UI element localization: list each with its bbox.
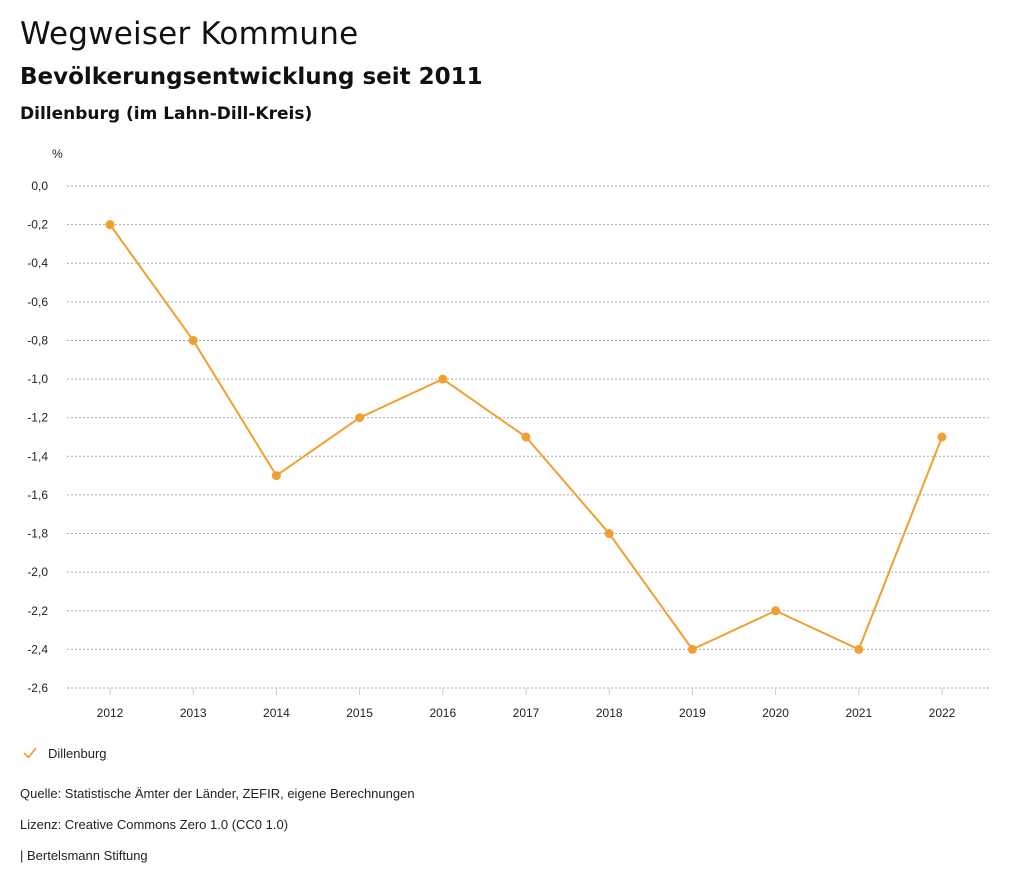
data-point[interactable] xyxy=(438,374,448,384)
check-icon xyxy=(23,747,37,759)
x-tick-label: 2020 xyxy=(762,706,789,720)
y-tick-label: -1,6 xyxy=(27,488,48,502)
y-tick-label: -2,2 xyxy=(27,604,48,618)
y-axis-unit: % xyxy=(52,147,63,161)
grid-layer xyxy=(67,185,990,689)
data-point[interactable] xyxy=(687,644,697,654)
data-point[interactable] xyxy=(771,606,781,616)
chart-subtitle: Bevölkerungsentwicklung seit 2011 xyxy=(20,64,483,90)
x-tick-label: 2022 xyxy=(929,706,956,720)
y-tick-label: -0,6 xyxy=(27,295,48,309)
y-tick-label: -1,2 xyxy=(27,411,48,425)
x-tick-label: 2021 xyxy=(845,706,872,720)
data-point[interactable] xyxy=(105,220,115,230)
x-tick-label: 2019 xyxy=(679,706,706,720)
series-layer xyxy=(105,220,947,654)
y-tick-label: -1,8 xyxy=(27,527,48,541)
line-chart: % 0,0 -0,2 -0,4 -0,6 -0,8 -1,0 -1,2 -1,4 -1,6 -1,8… xyxy=(27,147,990,720)
y-axis: % 0,0 -0,2 -0,4 -0,6 -0,8 -1,0 -1,2 -1,4 -1,6 -1,8… xyxy=(27,147,63,695)
page-title: Wegweiser Kommune xyxy=(20,16,359,52)
y-tick-label: -2,0 xyxy=(27,565,48,579)
source-note: Quelle: Statistische Ämter der Länder, Z… xyxy=(20,786,415,801)
y-tick-label: 0,0 xyxy=(31,179,48,193)
y-tick-label: -2,6 xyxy=(27,681,48,695)
y-tick-label: -0,2 xyxy=(27,218,48,232)
y-tick-label: -0,8 xyxy=(27,333,48,347)
y-tick-label: -2,4 xyxy=(27,642,48,656)
x-tick-label: 2018 xyxy=(596,706,623,720)
data-point[interactable] xyxy=(188,335,198,345)
publisher-note: | Bertelsmann Stiftung xyxy=(20,848,148,863)
x-tick-label: 2013 xyxy=(180,706,207,720)
x-tick-label: 2014 xyxy=(263,706,290,720)
x-tick-label: 2012 xyxy=(97,706,124,720)
x-tick-label: 2017 xyxy=(513,706,540,720)
data-point[interactable] xyxy=(604,529,614,539)
data-point[interactable] xyxy=(937,432,947,442)
x-tick-label: 2016 xyxy=(429,706,456,720)
license-note: Lizenz: Creative Commons Zero 1.0 (CC0 1… xyxy=(20,817,289,832)
y-tick-label: -0,4 xyxy=(27,256,48,270)
data-point[interactable] xyxy=(521,432,531,442)
legend-item-dillenburg[interactable]: Dillenburg xyxy=(22,745,107,761)
data-point[interactable] xyxy=(854,644,864,654)
x-tick-label: 2015 xyxy=(346,706,373,720)
region-label: Dillenburg (im Lahn-Dill-Kreis) xyxy=(20,104,313,124)
y-tick-label: -1,0 xyxy=(27,372,48,386)
data-point[interactable] xyxy=(271,471,281,481)
x-axis: 2012 2013 2014 2015 2016 2017 2018 2019 2020 2021… xyxy=(97,688,956,720)
legend-label: Dillenburg xyxy=(48,745,107,761)
data-point[interactable] xyxy=(355,413,365,423)
y-tick-label: -1,4 xyxy=(27,449,48,463)
